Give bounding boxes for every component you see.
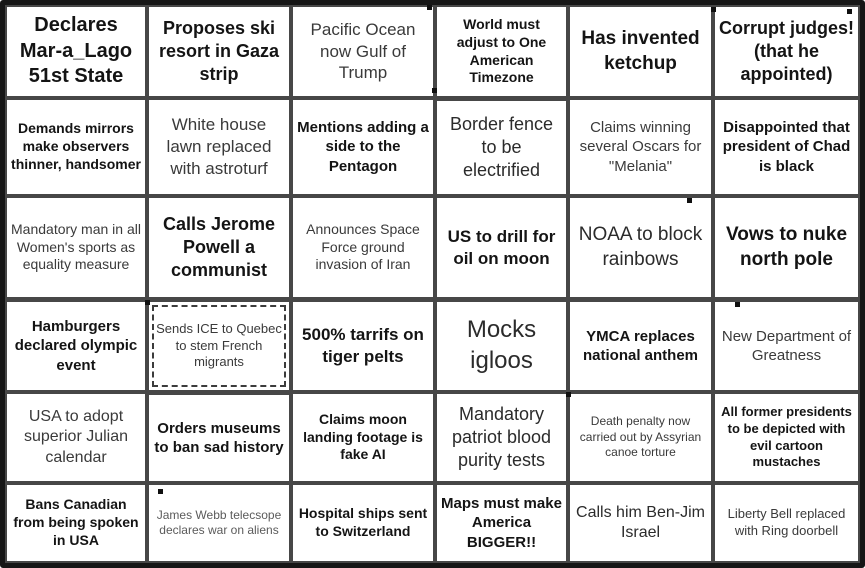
- bingo-cell-r1c5[interactable]: Has invented ketchup: [568, 5, 713, 98]
- bingo-cell-r6c2[interactable]: James Webb telecsope declares war on ali…: [147, 483, 291, 563]
- bingo-cell-r4c3[interactable]: 500% tarrifs on tiger pelts: [291, 299, 435, 392]
- bingo-grid: Declares Mar-a_Lago 51st State Proposes …: [5, 5, 860, 563]
- bingo-cell-r4c6[interactable]: New Department of Greatness: [713, 299, 860, 392]
- bingo-cell-r4c2-selected[interactable]: Sends ICE to Quebec to stem French migra…: [147, 299, 291, 392]
- bingo-cell-r2c3[interactable]: Mentions adding a side to the Pentagon: [291, 98, 435, 196]
- bingo-cell-r3c3[interactable]: Announces Space Force ground invasion of…: [291, 196, 435, 299]
- bingo-cell-r6c5[interactable]: Calls him Ben-Jim Israel: [568, 483, 713, 563]
- corner-dot: [735, 302, 740, 307]
- bingo-cell-r4c1[interactable]: Hamburgers declared olympic event: [5, 299, 147, 392]
- corner-dot: [566, 392, 571, 397]
- corner-dot: [687, 198, 692, 203]
- bingo-cell-r1c6[interactable]: Corrupt judges! (that he appointed): [713, 5, 860, 98]
- bingo-cell-r6c6[interactable]: Liberty Bell replaced with Ring doorbell: [713, 483, 860, 563]
- bingo-cell-r5c1[interactable]: USA to adopt superior Julian calendar: [5, 392, 147, 483]
- bingo-cell-r1c4[interactable]: World must adjust to One American Timezo…: [435, 5, 568, 98]
- bingo-cell-r4c5[interactable]: YMCA replaces national anthem: [568, 299, 713, 392]
- bingo-cell-r3c5[interactable]: NOAA to block rainbows: [568, 196, 713, 299]
- bingo-cell-r3c2[interactable]: Calls Jerome Powell a communist: [147, 196, 291, 299]
- bingo-cell-r5c6[interactable]: All former presidents to be depicted wit…: [713, 392, 860, 483]
- bingo-cell-r2c1[interactable]: Demands mirrors make observers thinner, …: [5, 98, 147, 196]
- bingo-cell-r3c1[interactable]: Mandatory man in all Women's sports as e…: [5, 196, 147, 299]
- bingo-cell-r5c5[interactable]: Death penalty now carried out by Assyria…: [568, 392, 713, 483]
- bingo-cell-r6c3[interactable]: Hospital ships sent to Switzerland: [291, 483, 435, 563]
- bingo-cell-r2c5[interactable]: Claims winning several Oscars for "Melan…: [568, 98, 713, 196]
- bingo-cell-r5c3[interactable]: Claims moon landing footage is fake AI: [291, 392, 435, 483]
- bingo-cell-r1c1[interactable]: Declares Mar-a_Lago 51st State: [5, 5, 147, 98]
- corner-dot: [711, 7, 716, 12]
- bingo-cell-r4c4[interactable]: Mocks igloos: [435, 299, 568, 392]
- bingo-cell-r2c6[interactable]: Disappointed that president of Chad is b…: [713, 98, 860, 196]
- bingo-cell-r3c4[interactable]: US to drill for oil on moon: [435, 196, 568, 299]
- bingo-cell-r5c2[interactable]: Orders museums to ban sad history: [147, 392, 291, 483]
- corner-dot: [145, 300, 150, 305]
- bingo-cell-r3c6[interactable]: Vows to nuke north pole: [713, 196, 860, 299]
- corner-dot: [427, 5, 432, 10]
- bingo-cell-r2c4[interactable]: Border fence to be electrified: [435, 98, 568, 196]
- bingo-cell-r6c1[interactable]: Bans Canadian from being spoken in USA: [5, 483, 147, 563]
- bingo-cell-r1c3[interactable]: Pacific Ocean now Gulf of Trump: [291, 5, 435, 98]
- corner-dot: [432, 88, 437, 93]
- corner-dot: [158, 489, 163, 494]
- bingo-cell-r2c2[interactable]: White house lawn replaced with astroturf: [147, 98, 291, 196]
- corner-dot: [847, 9, 852, 14]
- bingo-cell-r1c2[interactable]: Proposes ski resort in Gaza strip: [147, 5, 291, 98]
- bingo-cell-r5c4[interactable]: Mandatory patriot blood purity tests: [435, 392, 568, 483]
- bingo-cell-r6c4[interactable]: Maps must make America BIGGER!!: [435, 483, 568, 563]
